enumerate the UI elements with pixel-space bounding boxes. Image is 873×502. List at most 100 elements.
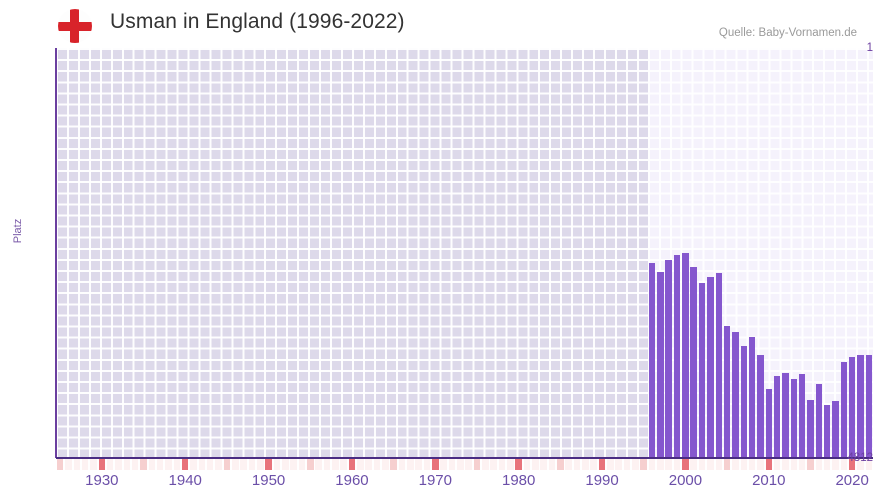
x-tick-half (723, 459, 731, 470)
x-tick-minor (115, 459, 122, 470)
x-tick-half (390, 459, 397, 470)
x-axis-label: 1990 (585, 472, 619, 489)
x-tick-minor (173, 459, 181, 470)
x-tick-minor (623, 459, 631, 470)
x-tick-minor (290, 459, 297, 470)
x-tick-minor (448, 459, 456, 470)
x-axis-label: 1980 (502, 472, 536, 489)
x-tick-half (56, 459, 64, 470)
x-tick-minor (148, 459, 156, 470)
x-tick-minor (632, 459, 639, 470)
x-tick-minor (540, 459, 547, 470)
bar (732, 331, 739, 458)
x-tick-minor (607, 459, 614, 470)
bar (682, 252, 689, 458)
x-tick-half (140, 459, 147, 470)
bar (707, 277, 714, 458)
x-tick-major (598, 459, 606, 470)
x-axis-label: 2020 (835, 472, 869, 489)
x-axis-label: 1950 (251, 472, 286, 489)
x-tick-minor (748, 459, 756, 470)
x-tick-minor (407, 459, 414, 470)
x-axis-ticks (56, 459, 873, 470)
x-tick-minor (73, 459, 81, 470)
bar (740, 345, 748, 458)
x-tick-minor (423, 459, 431, 470)
x-tick-minor (373, 459, 381, 470)
x-tick-major (265, 459, 272, 470)
x-tick-minor (790, 459, 798, 470)
x-tick-minor (673, 459, 681, 470)
x-tick-minor (690, 459, 698, 470)
x-tick-minor (782, 459, 789, 470)
bar (648, 263, 656, 458)
x-tick-minor (548, 459, 556, 470)
x-tick-major (682, 459, 689, 470)
x-tick-minor (757, 459, 764, 470)
x-tick-major (432, 459, 439, 470)
x-tick-major (348, 459, 356, 470)
x-tick-minor (248, 459, 256, 470)
y-axis-top-label: 1 (866, 42, 873, 54)
bar (815, 384, 823, 458)
x-tick-minor (215, 459, 222, 470)
x-tick-minor (165, 459, 172, 470)
x-tick-minor (715, 459, 723, 470)
x-tick-minor (457, 459, 464, 470)
x-tick-minor (131, 459, 139, 470)
x-tick-minor (65, 459, 72, 470)
page-title: Usman in England (1996-2022) (110, 10, 405, 33)
x-tick-major (848, 459, 856, 470)
x-tick-minor (773, 459, 781, 470)
chart-plot-area (56, 48, 873, 458)
x-tick-minor (240, 459, 247, 470)
x-tick-minor (565, 459, 572, 470)
x-tick-minor (440, 459, 447, 470)
y-axis-line (55, 48, 57, 458)
x-tick-minor (615, 459, 622, 470)
x-tick-minor (332, 459, 339, 470)
x-tick-half (473, 459, 481, 470)
x-axis-label: 1930 (85, 472, 119, 489)
x-tick-minor (415, 459, 422, 470)
y-axis-bottom-label: 4812 (847, 452, 873, 464)
x-tick-minor (498, 459, 506, 470)
x-axis-label: 1940 (168, 472, 202, 489)
x-tick-minor (281, 459, 289, 470)
x-tick-minor (507, 459, 514, 470)
x-tick-major (765, 459, 773, 470)
x-tick-minor (865, 459, 873, 470)
bar (832, 401, 839, 458)
x-tick-minor (482, 459, 489, 470)
x-tick-half (640, 459, 647, 470)
x-tick-half (307, 459, 314, 470)
x-tick-minor (365, 459, 372, 470)
x-tick-minor (523, 459, 531, 470)
bar (807, 400, 814, 458)
x-tick-minor (323, 459, 331, 470)
x-tick-minor (81, 459, 89, 470)
x-tick-half (557, 459, 564, 470)
bar (723, 325, 731, 458)
x-tick-minor (465, 459, 472, 470)
x-tick-minor (123, 459, 131, 470)
bar (840, 362, 848, 458)
x-tick-minor (590, 459, 597, 470)
x-tick-major (98, 459, 106, 470)
x-tick-minor (648, 459, 656, 470)
bar (848, 357, 856, 458)
x-axis-label: 2010 (752, 472, 786, 489)
bar (865, 355, 873, 458)
bar (790, 379, 798, 458)
bar (698, 283, 706, 458)
x-tick-minor (582, 459, 589, 470)
y-axis-title: Platz (12, 218, 24, 244)
x-tick-major (515, 459, 522, 470)
x-tick-minor (707, 459, 714, 470)
x-tick-minor (206, 459, 214, 470)
x-tick-minor (490, 459, 497, 470)
x-axis-label: 1970 (418, 472, 452, 489)
bar (673, 254, 681, 458)
chart-header: Usman in England (1996-2022) Quelle: Bab… (0, 0, 873, 44)
x-tick-half (223, 459, 231, 470)
